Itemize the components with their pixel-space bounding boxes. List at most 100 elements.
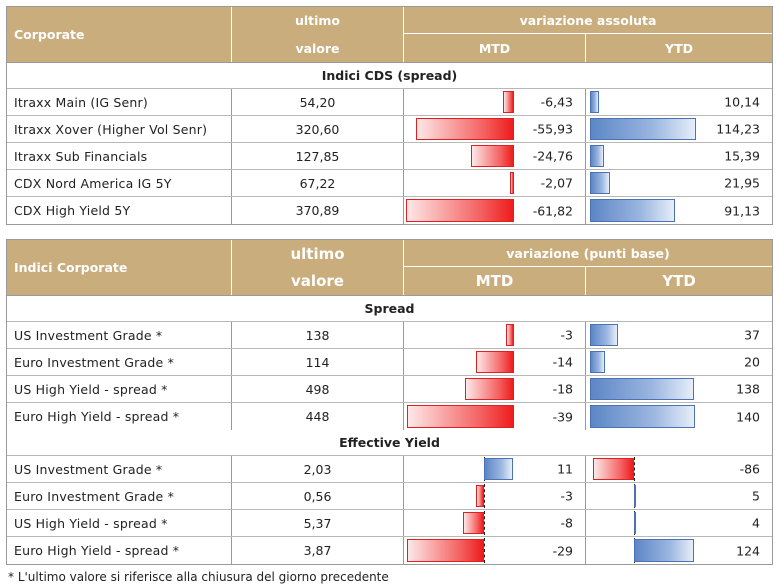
table-row: US High Yield - spread * 5,37 -8 4 (7, 510, 772, 537)
row-name: CDX Nord America IG 5Y (7, 170, 232, 196)
row-ytd-cell: 91,13 (586, 197, 772, 224)
row-mtd-cell: 11 (404, 456, 586, 482)
row-ytd-cell: 140 (586, 403, 772, 430)
section-title: Indici CDS (spread) (7, 63, 772, 89)
row-mtd-number: -6,43 (540, 94, 573, 110)
table-row: Euro High Yield - spread * 3,87 -29 124 (7, 537, 772, 564)
row-mtd-bar (407, 539, 484, 562)
row-mtd-cell: -61,82 (404, 197, 586, 224)
row-mtd-bar (464, 378, 514, 400)
row-mtd-cell: -18 (404, 376, 586, 402)
row-ytd-cell: 10,14 (586, 89, 772, 115)
row-mtd-bar (502, 91, 514, 113)
table-row: CDX High Yield 5Y 370,89 -61,82 91,13 (7, 197, 772, 224)
row-ytd-number: 138 (736, 381, 760, 397)
row-ytd-number: 37 (744, 327, 760, 343)
row-ytd-cell: 20 (586, 349, 772, 375)
header-name: Corporate (7, 7, 232, 62)
row-ytd-number: 21,95 (724, 175, 760, 191)
row-ytd-number: 114,23 (716, 121, 760, 137)
row-ytd-bar (590, 145, 605, 167)
cds-table-header: Corporate ultimo valore variazione assol… (7, 7, 772, 63)
row-mtd-cell: -39 (404, 403, 586, 430)
table-row: Euro High Yield - spread * 448 -39 140 (7, 403, 772, 430)
row-mtd-cell: -8 (404, 510, 586, 536)
row-name: US High Yield - spread * (7, 376, 232, 402)
row-ytd-cell: 15,39 (586, 143, 772, 169)
row-name: Itraxx Xover (Higher Vol Senr) (7, 116, 232, 142)
row-ytd-bar (590, 351, 605, 373)
row-ytd-number: 5 (752, 488, 760, 504)
row-mtd-number: -3 (560, 488, 573, 504)
row-value: 127,85 (232, 143, 404, 169)
table-row: US High Yield - spread * 498 -18 138 (7, 376, 772, 403)
row-ytd-cell: 124 (586, 537, 772, 564)
row-ytd-number: 15,39 (724, 148, 760, 164)
row-mtd-bar (476, 485, 484, 507)
row-mtd-number: -61,82 (532, 203, 573, 218)
row-name: CDX High Yield 5Y (7, 197, 232, 224)
row-mtd-number: -55,93 (532, 121, 573, 137)
zero-axis (484, 484, 485, 508)
row-value: 54,20 (232, 89, 404, 115)
row-value: 114 (232, 349, 404, 375)
row-ytd-bar (590, 324, 618, 346)
zero-axis (484, 538, 485, 563)
row-ytd-number: 91,13 (724, 203, 760, 218)
row-ytd-number: 124 (736, 543, 760, 558)
row-value: 448 (232, 403, 404, 430)
row-ytd-number: 140 (736, 409, 760, 424)
row-name: US High Yield - spread * (7, 510, 232, 536)
row-value: 498 (232, 376, 404, 402)
row-value: 5,37 (232, 510, 404, 536)
row-ytd-bar (634, 485, 637, 507)
row-mtd-bar (462, 512, 484, 534)
row-name: Euro High Yield - spread * (7, 403, 232, 430)
row-mtd-number: -14 (552, 354, 573, 370)
header-group: variazione (punti base) (404, 240, 772, 267)
row-ytd-number: -86 (739, 461, 760, 477)
row-mtd-cell: -6,43 (404, 89, 586, 115)
row-ytd-bar (634, 512, 636, 534)
table-row: US Investment Grade * 138 -3 37 (7, 322, 772, 349)
header-mtd: MTD (404, 267, 586, 295)
table-row: Euro Investment Grade * 0,56 -3 5 (7, 483, 772, 510)
section-spread: Spread (7, 296, 772, 322)
row-name: Euro High Yield - spread * (7, 537, 232, 564)
row-mtd-number: -39 (552, 409, 573, 424)
row-ytd-bar (590, 118, 697, 140)
row-ytd-cell: 37 (586, 322, 772, 348)
row-value: 3,87 (232, 537, 404, 564)
row-ytd-bar (590, 405, 695, 428)
row-ytd-bar (590, 91, 600, 113)
row-mtd-bar (475, 351, 514, 373)
row-ytd-number: 20 (744, 354, 760, 370)
row-name: US Investment Grade * (7, 322, 232, 348)
row-value: 67,22 (232, 170, 404, 196)
row-mtd-number: -24,76 (532, 148, 573, 164)
row-mtd-bar (505, 324, 514, 346)
header-value-line1: ultimo (232, 7, 404, 34)
row-mtd-cell: -3 (404, 483, 586, 509)
row-ytd-number: 4 (752, 515, 760, 531)
corporate-table: Indici Corporate ultimo valore variazion… (6, 239, 773, 565)
header-value-line1: ultimo (232, 240, 404, 267)
row-mtd-number: -3 (560, 327, 573, 343)
row-mtd-number: -8 (560, 515, 573, 531)
table-row: Euro Investment Grade * 114 -14 20 (7, 349, 772, 376)
row-ytd-bar (592, 458, 634, 480)
header-value-line2: valore (232, 267, 404, 295)
row-name: Euro Investment Grade * (7, 349, 232, 375)
row-name: Itraxx Sub Financials (7, 143, 232, 169)
row-mtd-bar (406, 405, 514, 428)
table-row: US Investment Grade * 2,03 11 -86 (7, 456, 772, 483)
row-value: 320,60 (232, 116, 404, 142)
row-mtd-cell: -29 (404, 537, 586, 564)
row-ytd-cell: 5 (586, 483, 772, 509)
header-ytd: YTD (665, 40, 693, 56)
section-effective-yield: Effective Yield (7, 430, 772, 456)
row-mtd-number: -18 (552, 381, 573, 397)
row-name: Euro Investment Grade * (7, 483, 232, 509)
row-mtd-bar (405, 199, 514, 222)
header-group: variazione assoluta (404, 7, 772, 34)
